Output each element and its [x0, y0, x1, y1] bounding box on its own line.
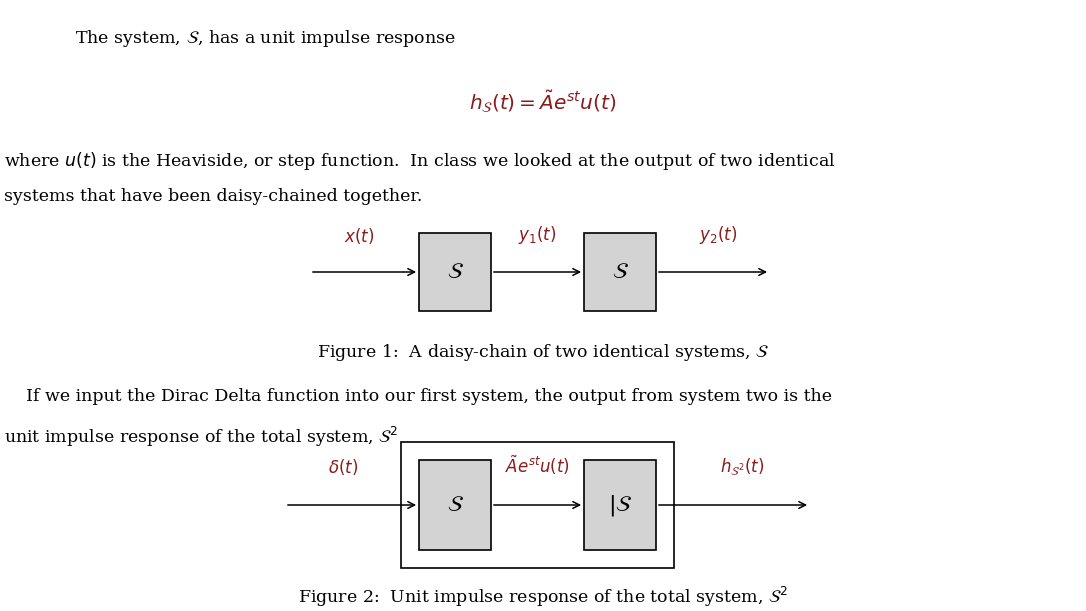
Text: $y_1(t)$: $y_1(t)$ — [518, 224, 557, 246]
Text: where $u(t)$ is the Heaviside, or step function.  In class we looked at the outp: where $u(t)$ is the Heaviside, or step f… — [4, 150, 835, 172]
Text: $y_2(t)$: $y_2(t)$ — [699, 224, 737, 246]
Text: $\tilde{A}e^{st}u(t)$: $\tilde{A}e^{st}u(t)$ — [505, 454, 570, 477]
Text: $x(t)$: $x(t)$ — [344, 226, 375, 246]
Text: $\mathcal{S}$: $\mathcal{S}$ — [446, 261, 464, 283]
Bar — [419, 460, 491, 550]
Bar — [401, 442, 674, 568]
Text: $\mathcal{S}$: $\mathcal{S}$ — [611, 261, 629, 283]
Text: $h_{\mathcal{S}}(t) = \tilde{A}e^{st}u(t)$: $h_{\mathcal{S}}(t) = \tilde{A}e^{st}u(t… — [469, 88, 617, 114]
Text: systems that have been daisy-chained together.: systems that have been daisy-chained tog… — [4, 188, 422, 205]
Bar — [584, 233, 656, 311]
Text: $\mathcal{S}$: $\mathcal{S}$ — [446, 494, 464, 516]
Text: $h_{\mathcal{S}^2}(t)$: $h_{\mathcal{S}^2}(t)$ — [720, 456, 765, 477]
Bar — [584, 460, 656, 550]
Text: unit impulse response of the total system, $\mathcal{S}^2$: unit impulse response of the total syste… — [4, 425, 399, 449]
Text: Figure 1:  A daisy-chain of two identical systems, $\mathcal{S}$: Figure 1: A daisy-chain of two identical… — [317, 342, 769, 363]
Bar — [419, 233, 491, 311]
Text: $\delta(t)$: $\delta(t)$ — [328, 457, 358, 477]
Text: The system, $\mathcal{S}$, has a unit impulse response: The system, $\mathcal{S}$, has a unit im… — [75, 28, 456, 49]
Text: Figure 2:  Unit impulse response of the total system, $\mathcal{S}^2$: Figure 2: Unit impulse response of the t… — [298, 585, 788, 609]
Text: If we input the Dirac Delta function into our first system, the output from syst: If we input the Dirac Delta function int… — [4, 388, 832, 405]
Text: $|\mathcal{S}$: $|\mathcal{S}$ — [608, 492, 632, 518]
